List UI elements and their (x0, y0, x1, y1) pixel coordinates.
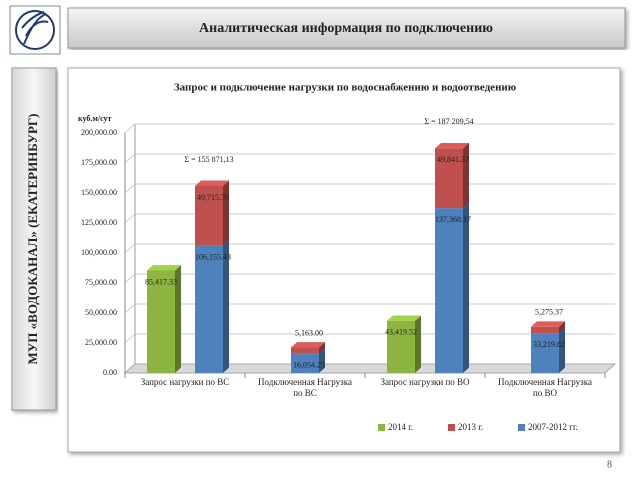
logo (9, 5, 61, 55)
chart-box (67, 67, 621, 453)
bar (195, 185, 223, 246)
page-number: 8 (607, 459, 612, 470)
bar (531, 326, 559, 334)
y-tick-label: 100,000.00 (81, 248, 117, 257)
data-label: 49,715.70 (197, 193, 229, 202)
data-label: 137,368.17 (435, 215, 471, 224)
bar-side (559, 321, 565, 334)
legend-label: 2007-2012 гг. (528, 422, 578, 432)
y-tick-label: 75,000.00 (85, 278, 117, 287)
bar-top (291, 342, 325, 348)
bar-top (195, 180, 229, 186)
bar-side (223, 180, 229, 246)
bar (387, 320, 415, 373)
bar (147, 270, 175, 373)
data-label: 33,219.82 (533, 340, 565, 349)
bar (291, 347, 319, 354)
x-tick-label: Подключенная Нагрузка по ВС (258, 377, 352, 398)
bar-side (559, 327, 565, 373)
y-tick-label: 25,000.00 (85, 338, 117, 347)
bar-top (435, 142, 469, 149)
bar (435, 148, 463, 209)
y-tick-label: 50,000.00 (85, 308, 117, 317)
y-tick-label: 125,000.00 (81, 218, 117, 227)
y-tick-label: 0.00 (103, 368, 117, 377)
annotation: Σ = 155 871,13 (184, 155, 233, 164)
bar-side (223, 240, 229, 373)
bar-side (319, 342, 325, 354)
bar-side (463, 142, 469, 209)
annotation: Σ = 187 209,54 (424, 117, 473, 126)
data-label: 5,275.37 (535, 308, 563, 317)
chart-title: Запрос и подключение нагрузки по водосна… (174, 82, 516, 94)
y-tick-label: 200,000.00 (81, 128, 117, 137)
legend-swatch (378, 424, 385, 431)
x-tick-label: Подключенная Нагрузка по ВО (498, 377, 592, 398)
bar (435, 208, 463, 373)
bar (195, 245, 223, 373)
legend-label: 2013 г. (458, 422, 483, 432)
bar-top (147, 265, 181, 271)
bar-side (415, 315, 421, 373)
data-label: 16,054.25 (293, 361, 325, 370)
bar (291, 353, 319, 373)
bar-top (387, 315, 421, 321)
y-tick-label: 175,000.00 (81, 158, 117, 167)
y-axis-unit: куб.м/сут (78, 114, 112, 123)
legend-label: 2014 г. (388, 422, 413, 432)
data-label: 85,417.33 (145, 277, 177, 286)
bar-top (531, 321, 565, 327)
bar (531, 333, 559, 373)
data-label: 5,163.00 (295, 328, 323, 337)
sidebar-text: МУП «ВОДОКАНАЛ» (ЕКАТЕРИНБУРГ) (25, 113, 40, 364)
data-label: 49,841.37 (437, 155, 469, 164)
bar-side (175, 265, 181, 373)
data-label: 106,155.43 (195, 252, 231, 261)
data-label: 43,419.52 (385, 328, 417, 337)
sidebar-box (11, 67, 57, 411)
bar-side (463, 202, 469, 373)
legend-swatch (448, 424, 455, 431)
y-tick-label: 150,000.00 (81, 188, 117, 197)
header-box (67, 7, 626, 49)
legend-swatch (518, 424, 525, 431)
grid-line (124, 123, 615, 134)
x-tick-label: Запрос нагрузки по ВС (140, 377, 230, 387)
x-tick-label: Запрос нагрузки по ВО (380, 377, 470, 387)
header-title: Аналитическая информация по подключению (199, 21, 493, 36)
bar-side (319, 348, 325, 373)
